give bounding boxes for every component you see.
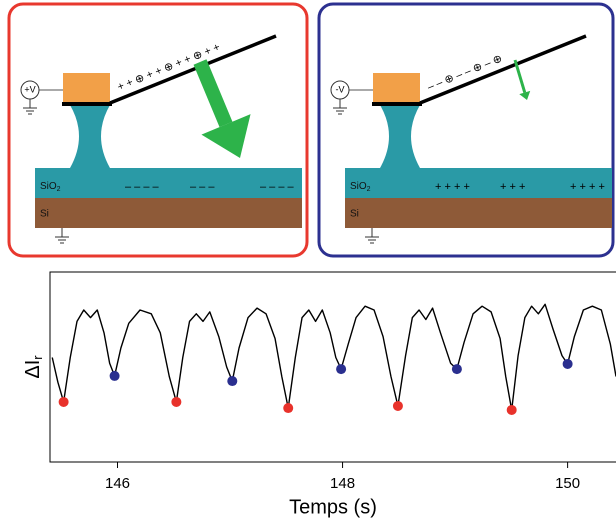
oxide-label: SiO (350, 181, 367, 192)
minimum-marker (392, 400, 403, 411)
y-axis-label-subscript: r (30, 355, 45, 360)
axis-frame (49, 271, 616, 463)
y-axis-label: ΔI (22, 360, 44, 379)
y-axis-label: ΔIr (22, 355, 45, 379)
minimum-marker (336, 364, 347, 375)
oxide-layer (345, 168, 612, 198)
x-tick-label: 148 (330, 475, 355, 492)
ground (23, 99, 37, 115)
x-axis-label: Temps (s) (289, 496, 377, 518)
signal-line (51, 303, 616, 411)
surface-charges: – – – – (125, 181, 160, 193)
ground (333, 99, 347, 115)
pillar (70, 105, 110, 168)
cantilever (109, 34, 277, 105)
electrode (373, 73, 420, 103)
substrate-layer (345, 198, 612, 228)
minimum-marker (171, 396, 182, 407)
panel-frame (7, 2, 309, 258)
oxide-label: SiO2 (350, 181, 371, 193)
chart: 146 148 150 Temps (s) ΔIr (22, 271, 616, 518)
oxide-label: SiO (40, 181, 57, 192)
surface-charges: + + + + (435, 181, 470, 193)
minimum-marker (451, 364, 462, 375)
minimum-marker (58, 396, 69, 407)
minimum-marker (227, 376, 238, 387)
minimum-marker (283, 403, 294, 414)
force-arrowhead (201, 114, 251, 158)
substrate-label: Si (40, 209, 49, 220)
surface-charges: + + + + (570, 181, 605, 193)
oxide-subscript: 2 (57, 186, 61, 193)
ground (365, 228, 379, 244)
oxide-subscript: 2 (367, 186, 371, 193)
surface-charges: + + + (500, 181, 525, 193)
substrate-label: Si (350, 209, 359, 220)
x-tick-label: 150 (555, 475, 580, 492)
voltage-label: -V (336, 84, 345, 94)
panel-frame (317, 2, 615, 258)
minimum-marker (562, 358, 573, 369)
ground (55, 228, 69, 244)
electrode (63, 73, 110, 103)
surface-charges: – – – – (260, 181, 295, 193)
pillar (380, 105, 420, 168)
force-arrow (193, 59, 233, 128)
voltage-label: +V (24, 84, 35, 94)
plot-area (51, 303, 616, 415)
cantilever (419, 34, 587, 105)
oxide-layer (35, 168, 302, 198)
force-arrow (513, 59, 527, 93)
oxide-label: SiO2 (40, 181, 61, 193)
surface-charges: – – – (190, 181, 215, 193)
substrate-layer (35, 198, 302, 228)
minimum-marker (109, 370, 120, 381)
force-arrowhead (519, 90, 531, 100)
x-tick-label: 146 (105, 475, 130, 492)
minimum-marker (506, 404, 517, 415)
